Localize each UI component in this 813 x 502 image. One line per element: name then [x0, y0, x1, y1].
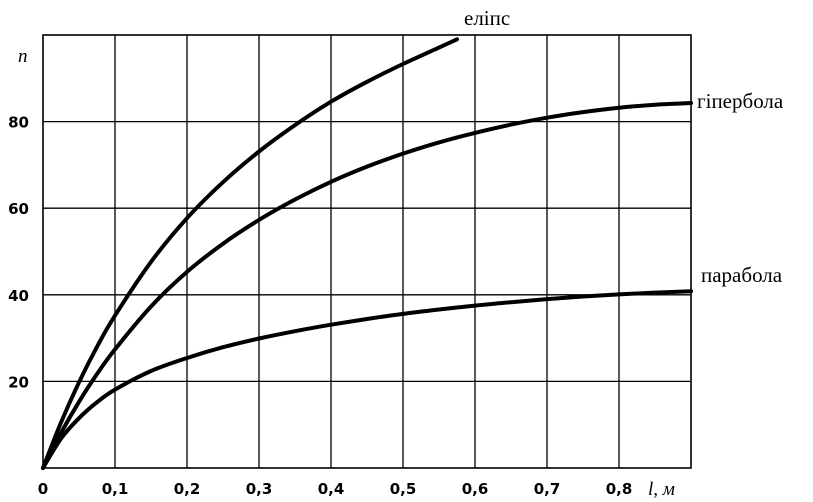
- x-tick-label: 0,5: [390, 480, 417, 498]
- y-tick-label: 80: [8, 114, 29, 132]
- x-axis-label: l, м: [648, 479, 675, 500]
- x-tick-labels: 0 0,1 0,2 0,3 0,4 0,5 0,6 0,7 0,8: [38, 480, 633, 498]
- x-tick-label: 0,2: [174, 480, 201, 498]
- y-tick-label: 60: [8, 200, 29, 218]
- x-tick-label: 0: [38, 480, 48, 498]
- x-tick-label: 0,3: [246, 480, 273, 498]
- y-tick-labels: 20 40 60 80: [8, 114, 29, 392]
- series-label: парабола: [701, 263, 783, 287]
- x-tick-label: 0,4: [318, 480, 345, 498]
- x-tick-label: 0,6: [462, 480, 489, 498]
- x-tick-label: 0,1: [102, 480, 129, 498]
- y-tick-label: 20: [8, 373, 29, 391]
- y-tick-label: 40: [8, 287, 29, 305]
- parabola-curve: [41, 289, 693, 470]
- series-labels: еліпс гіпербола парабола: [464, 6, 784, 287]
- y-axis-label: n: [18, 46, 28, 67]
- grid: [43, 35, 691, 468]
- x-tick-label: 0,7: [534, 480, 561, 498]
- series-label: гіпербола: [697, 89, 784, 113]
- series-label: еліпс: [464, 6, 510, 30]
- curves: [41, 37, 693, 470]
- hyperbola-curve: [41, 101, 693, 470]
- x-tick-label: 0,8: [606, 480, 633, 498]
- plot-frame: [42, 34, 692, 469]
- ellipse-curve: [41, 37, 459, 470]
